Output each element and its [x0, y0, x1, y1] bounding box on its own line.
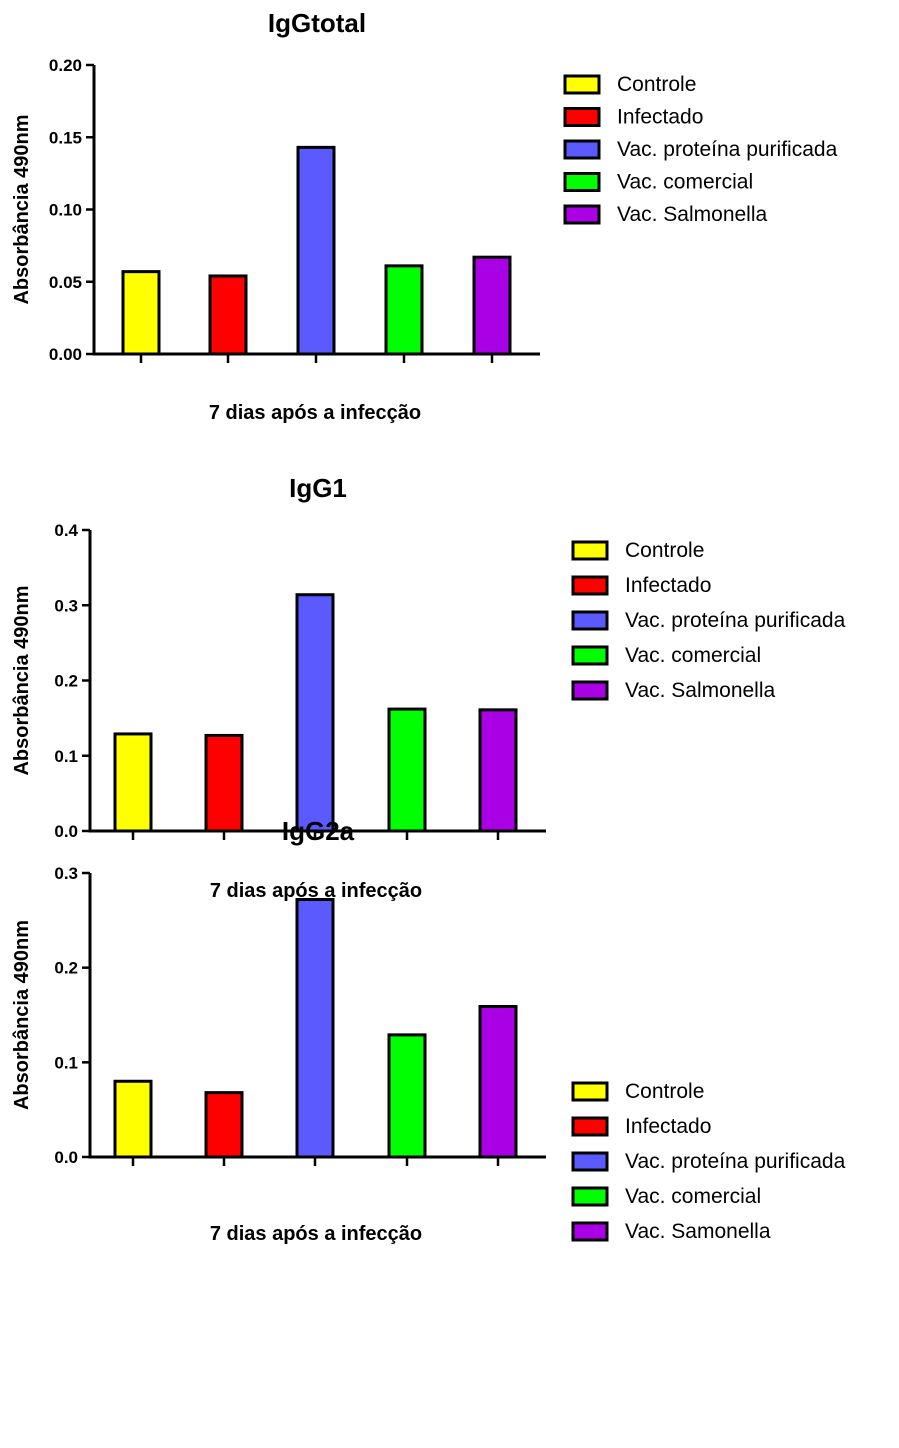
legend-swatch — [563, 107, 601, 127]
legend-swatch — [563, 139, 601, 160]
bar-2 — [204, 733, 244, 833]
chart-panel-1: IgGtotal 0.00 0.05 0.10 0.15 0.20 Absorbância … — [11, 8, 838, 424]
y-tick-label: 0.1 — [54, 747, 78, 766]
legend-label: Infectado — [625, 574, 711, 597]
y-tick-label: 0.00 — [49, 345, 82, 364]
y-axis-label: Absorbância 490nm — [11, 114, 33, 304]
legend-label: Vac. proteína purificada — [625, 609, 846, 632]
legend-swatch — [571, 680, 609, 701]
legend-label: Controle — [625, 1080, 704, 1103]
bar-5 — [478, 708, 518, 833]
legend-swatch — [571, 540, 609, 561]
legend-label: Controle — [617, 73, 696, 96]
x-axis-label: 7 dias após a infecção — [209, 402, 421, 424]
y-tick-label: 0.3 — [54, 864, 78, 883]
chart-title: IgG1 — [289, 473, 347, 503]
bar-1 — [113, 732, 153, 833]
legend-label: Vac. proteína purificada — [625, 1150, 846, 1173]
legend-swatch — [571, 1186, 609, 1207]
legend: Controle Infectado Vac. proteína purificad… — [563, 73, 838, 226]
legend-label: Vac. Salmonella — [617, 203, 768, 226]
legend-swatch — [571, 1221, 609, 1242]
bar-5 — [478, 1004, 518, 1159]
legend-swatch — [563, 74, 601, 95]
legend-label: Infectado — [625, 1115, 711, 1138]
y-tick-label: 0.4 — [54, 521, 78, 540]
y-tick-label: 0.2 — [54, 672, 78, 691]
x-axis-label: 7 dias após a infecção — [210, 880, 422, 902]
bar-2 — [204, 1091, 244, 1159]
legend-label: Controle — [625, 539, 704, 562]
legend-label: Vac. Samonella — [625, 1220, 771, 1243]
y-tick-label: 0.3 — [54, 596, 78, 615]
legend-label: Vac. Salmonella — [625, 679, 776, 702]
legend: Controle Infectado Vac. proteína purificad… — [571, 1080, 846, 1243]
y-tick-label: 0.15 — [49, 128, 82, 147]
y-tick-label: 0.0 — [54, 1148, 78, 1167]
chart-title: IgG2a — [282, 816, 355, 846]
y-tick-label: 0.0 — [54, 822, 78, 841]
legend-swatch — [571, 575, 609, 596]
y-tick-label: 0.2 — [54, 959, 78, 978]
y-tick-label: 0.05 — [49, 273, 82, 292]
legend-label: Infectado — [617, 106, 703, 129]
y-axis-label: Absorbância 490nm — [11, 920, 33, 1110]
legend-swatch — [571, 1151, 609, 1172]
bar-4 — [387, 1033, 427, 1159]
legend-swatch — [563, 172, 601, 192]
bar-4 — [384, 264, 424, 356]
legend: Controle Infectado Vac. proteína purificad… — [571, 539, 846, 702]
legend-label: Vac. proteína purificada — [617, 138, 838, 161]
legend-swatch — [571, 645, 609, 666]
bar-1 — [121, 270, 161, 356]
legend-swatch — [571, 1116, 609, 1137]
y-axis-label: Absorbância 490nm — [11, 585, 33, 775]
legend-swatch — [571, 1081, 609, 1102]
legend-label: Vac. comercial — [617, 171, 753, 194]
bar-2 — [208, 274, 248, 356]
legend-label: Vac. comercial — [625, 644, 761, 667]
chart-panel-2: IgG1 0.0 0.1 0.2 0.3 0.4 Absorbância 490nm 7 di… — [11, 473, 846, 902]
legend-label: Vac. comercial — [625, 1185, 761, 1208]
y-tick-label: 0.1 — [54, 1053, 78, 1072]
bar-4 — [387, 707, 427, 833]
x-axis-label: 7 dias após a infecção — [210, 1223, 422, 1245]
legend-swatch — [563, 204, 601, 225]
bar-1 — [113, 1079, 153, 1159]
y-tick-label: 0.10 — [49, 201, 82, 220]
chart-panel-3: IgG2a 0.0 0.1 0.2 0.3 Absorbância 490nm 7 dias… — [11, 816, 846, 1245]
legend-swatch — [571, 610, 609, 631]
chart-title: IgGtotal — [268, 8, 366, 38]
bar-3 — [296, 145, 336, 356]
bar-5 — [472, 255, 512, 356]
bar-3 — [295, 593, 335, 833]
bar-3 — [295, 898, 335, 1159]
y-tick-label: 0.20 — [49, 56, 82, 75]
